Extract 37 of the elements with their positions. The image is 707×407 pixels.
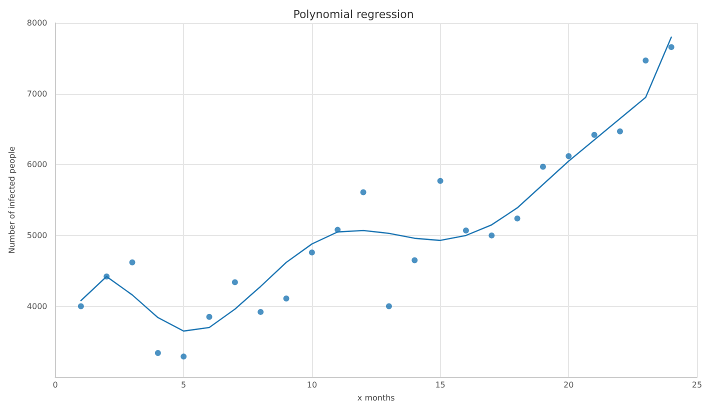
point [206,314,212,320]
y-tick-label: 4000 [26,302,48,311]
point [642,58,649,64]
point [360,189,366,196]
x-tick-label: 15 [435,380,446,390]
point [129,259,136,266]
y-tick-label: 7000 [26,89,48,98]
y-axis-title: Number of infected people [8,146,16,254]
point [540,164,546,170]
point [488,232,495,238]
x-tick-label: 5 [181,380,186,390]
point [78,303,84,310]
point [180,354,187,360]
point [462,228,469,234]
point [308,249,315,256]
point [591,132,598,138]
x-tick-label: 25 [692,380,702,390]
point [437,178,444,184]
point [232,279,238,286]
point [283,295,290,302]
y-tick-label: 8000 [26,18,48,28]
x-tick-label: 20 [564,380,574,390]
x-tick-label: 10 [306,380,318,390]
y-tick-label: 6000 [26,160,48,170]
point [616,128,623,134]
point [412,257,418,264]
y-tick-label: 5000 [26,230,48,240]
point [566,153,572,160]
line-series [80,36,672,332]
x-axis-title: x months [357,394,395,402]
point [258,308,264,315]
x-tick-label: 0 [52,380,58,390]
point [668,44,674,50]
chart-title: Polynomial regression [293,8,414,21]
point [386,303,392,310]
point [154,350,161,356]
point [514,215,520,222]
